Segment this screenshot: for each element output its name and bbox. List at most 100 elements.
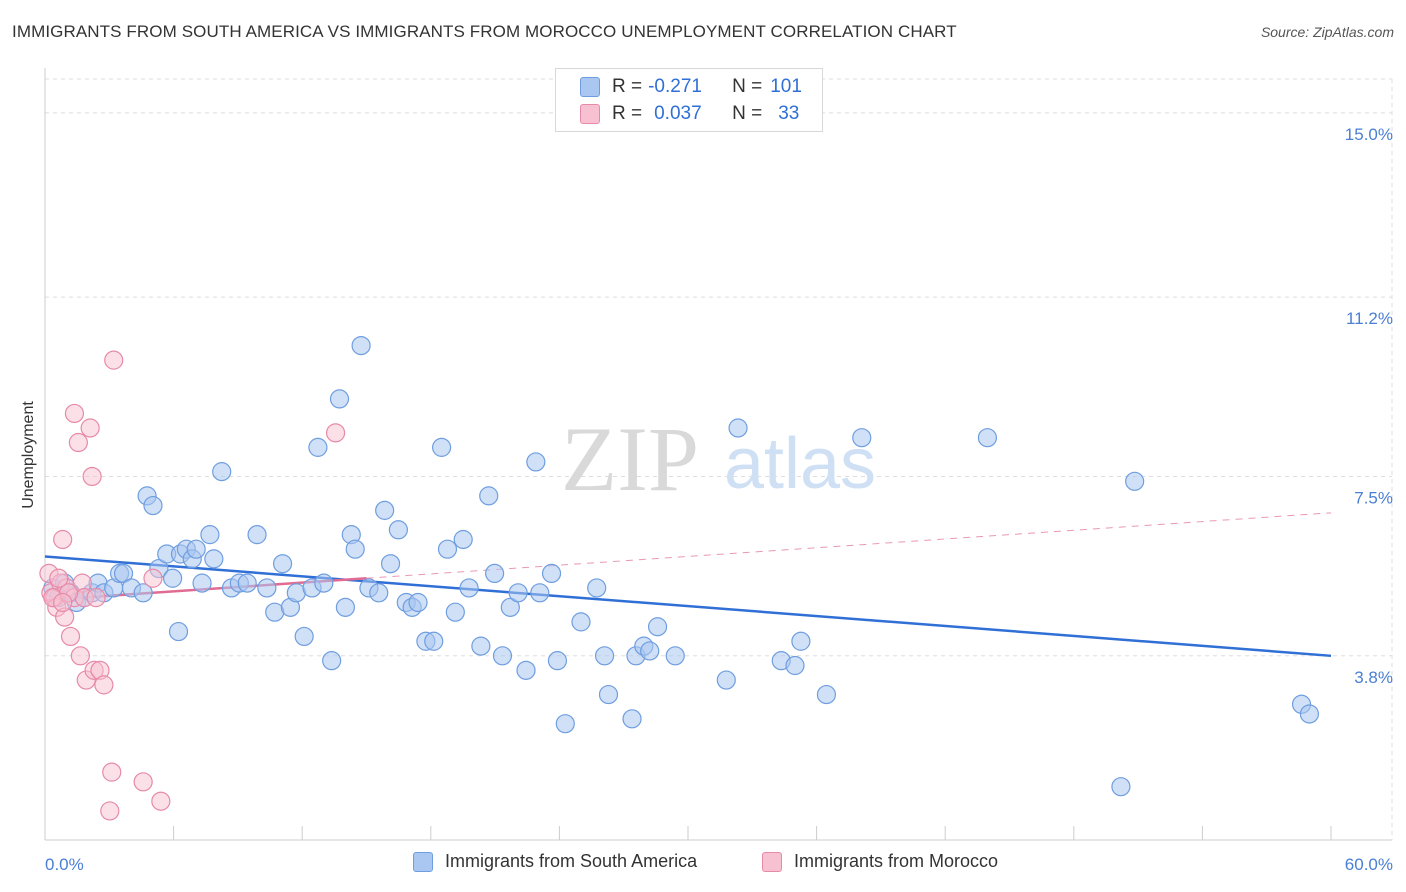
point-morocco <box>80 418 100 438</box>
y-tick-label: 15.0% <box>1345 125 1393 144</box>
point-south-america <box>1111 777 1131 797</box>
point-morocco <box>53 592 73 613</box>
point-south-america <box>500 597 520 617</box>
point-south-america <box>547 651 568 671</box>
legend-label-south-america: Immigrants from South America <box>445 851 698 871</box>
point-morocco <box>325 423 346 443</box>
legend-swatch-morocco <box>762 851 782 872</box>
point-south-america <box>453 529 473 550</box>
legend-swatch-morocco <box>580 104 600 124</box>
point-south-america <box>1125 471 1145 491</box>
point-south-america <box>471 636 491 656</box>
series-legend: Immigrants from South America Immigrants… <box>0 851 1406 877</box>
legend-swatch-south-america <box>413 851 433 872</box>
point-morocco <box>60 626 81 647</box>
point-south-america <box>1299 704 1320 724</box>
point-south-america <box>716 670 736 690</box>
point-south-america <box>237 573 257 593</box>
point-morocco <box>68 432 88 453</box>
chart-title: IMMIGRANTS FROM SOUTH AMERICA VS IMMIGRA… <box>12 22 957 41</box>
point-morocco <box>49 568 69 588</box>
grid-lines <box>45 78 1393 840</box>
point-south-america <box>485 563 505 584</box>
point-south-america <box>335 597 355 617</box>
point-morocco <box>143 568 163 588</box>
point-morocco <box>151 791 171 811</box>
source-label: Source: ZipAtlas.com <box>1260 24 1394 40</box>
x-tick-label: 0.0% <box>45 855 84 874</box>
point-south-america <box>791 631 811 651</box>
watermark: ZIP atlas <box>561 408 876 510</box>
x-tick-labels: 0.0% 60.0% <box>45 855 1393 874</box>
legend-item-morocco[interactable]: Immigrants from Morocco <box>762 851 998 872</box>
point-south-america <box>257 578 277 598</box>
point-south-america <box>322 651 342 671</box>
legend-r-label: R = <box>612 103 643 124</box>
legend-r-value: 0.037 <box>654 103 702 124</box>
point-morocco <box>82 466 102 487</box>
legend-n-value: 33 <box>778 103 800 124</box>
point-south-america <box>380 554 401 574</box>
point-south-america <box>294 626 314 647</box>
legend-n-label: N = <box>732 76 763 97</box>
point-south-america <box>192 573 212 593</box>
point-south-america <box>516 660 536 680</box>
point-south-america <box>647 617 668 637</box>
point-south-america <box>555 714 575 734</box>
point-south-america <box>459 578 479 598</box>
point-south-america <box>508 583 528 603</box>
point-south-america <box>308 437 328 457</box>
point-south-america <box>133 583 153 603</box>
point-south-america <box>408 592 428 613</box>
legend-label-morocco: Immigrants from Morocco <box>794 851 999 871</box>
point-south-america <box>587 578 607 598</box>
point-south-america <box>204 549 224 569</box>
point-south-america <box>375 500 395 520</box>
point-south-america <box>728 418 748 438</box>
point-morocco <box>94 675 114 695</box>
point-south-america <box>329 389 350 409</box>
point-south-america <box>186 539 206 559</box>
legend-row-morocco: R = 0.037 N = 33 <box>580 102 799 126</box>
legend-item-south-america[interactable]: Immigrants from South America <box>413 851 697 872</box>
legend-row-south-america: R = -0.271 N = 101 <box>580 75 802 99</box>
point-morocco <box>64 403 85 424</box>
point-south-america <box>816 684 837 705</box>
legend-n-label: N = <box>732 103 763 124</box>
point-south-america <box>314 573 334 593</box>
point-south-america <box>479 486 499 506</box>
legend-n-value: 101 <box>770 76 802 97</box>
y-tick-label: 11.2% <box>1346 309 1393 328</box>
point-south-america <box>541 563 562 584</box>
point-south-america <box>143 495 163 516</box>
legend-r-label: R = <box>612 76 643 97</box>
point-south-america <box>445 602 465 622</box>
point-south-america <box>388 520 409 540</box>
point-south-america <box>594 646 615 666</box>
axes <box>44 68 1392 841</box>
point-south-america <box>424 631 444 651</box>
point-south-america <box>530 583 550 603</box>
point-morocco <box>102 762 122 782</box>
point-south-america <box>247 525 267 545</box>
point-south-america <box>200 525 220 545</box>
y-tick-label: 7.5% <box>1354 488 1393 507</box>
point-south-america <box>665 646 685 666</box>
trend-line-south-america <box>44 555 1332 658</box>
point-morocco <box>133 772 153 792</box>
point-south-america <box>526 452 546 472</box>
y-tick-label: 3.8% <box>1354 668 1393 687</box>
point-south-america <box>977 428 998 448</box>
point-south-america <box>785 655 805 676</box>
point-south-america <box>431 437 452 457</box>
watermark-zip: ZIP <box>561 408 699 510</box>
point-south-america <box>212 462 232 482</box>
y-tick-labels: 3.8% 7.5% 11.2% 15.0% <box>1345 125 1393 687</box>
point-south-america <box>571 612 591 632</box>
watermark-atlas: atlas <box>724 424 876 504</box>
point-south-america <box>345 539 365 559</box>
scatter-points <box>39 335 1320 821</box>
y-axis-title: Unemployment <box>20 401 37 509</box>
point-south-america <box>272 554 293 574</box>
